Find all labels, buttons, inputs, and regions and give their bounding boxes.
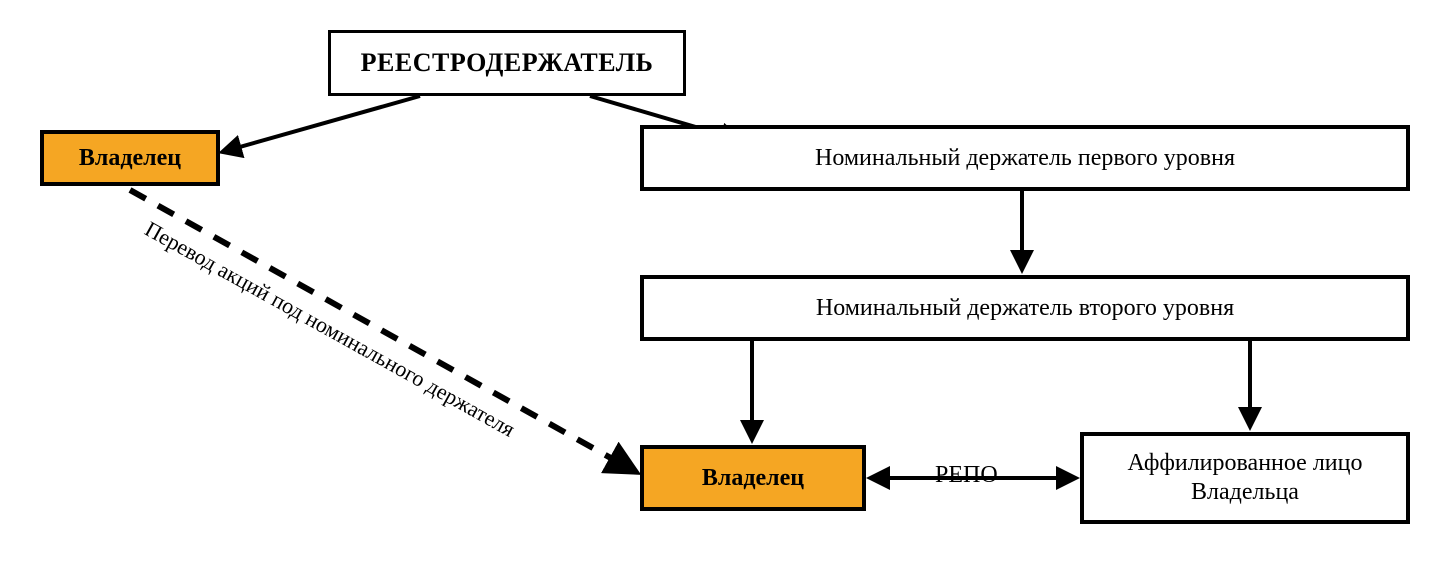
- diagram-canvas: РЕЕСТРОДЕРЖАТЕЛЬ Владелец Номинальный де…: [0, 0, 1440, 588]
- node-registrar-label: РЕЕСТРОДЕРЖАТЕЛЬ: [361, 47, 654, 78]
- node-nominal-1-label: Номинальный держатель первого уровня: [815, 144, 1235, 173]
- node-nominal-1: Номинальный держатель первого уровня: [640, 125, 1410, 191]
- node-owner-top: Владелец: [40, 130, 220, 186]
- node-affiliate-label: Аффилированное лицо Владельца: [1094, 449, 1396, 507]
- label-repo: РЕПО: [935, 462, 998, 489]
- edge-owner1-owner2-dashed: [130, 190, 636, 472]
- node-nominal-2-label: Номинальный держатель второго уровня: [816, 294, 1234, 323]
- edge-registrar-owner1: [222, 96, 420, 152]
- node-affiliate: Аффилированное лицо Владельца: [1080, 432, 1410, 524]
- node-registrar: РЕЕСТРОДЕРЖАТЕЛЬ: [328, 30, 686, 96]
- node-owner-bottom-label: Владелец: [702, 464, 804, 493]
- node-owner-bottom: Владелец: [640, 445, 866, 511]
- label-transfer: Перевод акций под номинального держателя: [140, 216, 519, 443]
- node-nominal-2: Номинальный держатель второго уровня: [640, 275, 1410, 341]
- node-owner-top-label: Владелец: [79, 144, 181, 173]
